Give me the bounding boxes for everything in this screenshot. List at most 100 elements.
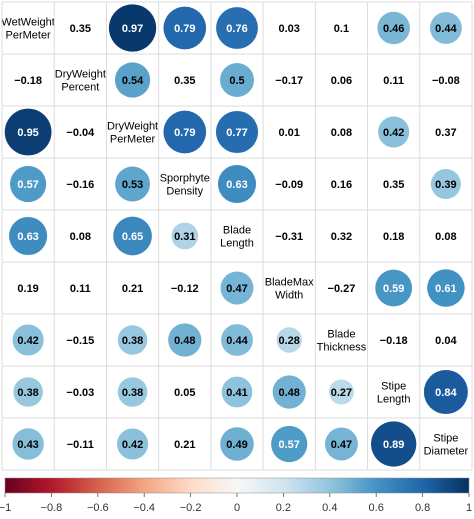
correlation-value: 0.46 <box>383 23 404 35</box>
correlation-circle <box>220 63 254 97</box>
correlation-cell: 0.5 <box>220 63 254 97</box>
correlation-cell: 0.21 <box>174 439 195 451</box>
correlation-cell: 0.42 <box>378 116 410 148</box>
correlation-circle <box>114 62 151 98</box>
correlation-value: 0.42 <box>383 127 404 139</box>
correlation-value: 0.08 <box>70 231 91 243</box>
correlation-cell: 0.79 <box>163 110 207 154</box>
correlation-value: 0.37 <box>435 127 456 139</box>
colorbar-gradient <box>4 477 470 494</box>
variable-label-line: Length <box>377 394 411 406</box>
correlation-cell: 0.79 <box>163 6 207 50</box>
correlation-cell: 0.76 <box>216 7 258 49</box>
correlation-value: 0.27 <box>331 387 352 399</box>
correlation-cell: 0.63 <box>9 216 48 256</box>
correlation-value: 0.48 <box>174 335 195 347</box>
correlation-circle <box>221 324 253 356</box>
variable-label-line: Sporphyte <box>160 173 210 185</box>
correlation-value: 0.35 <box>174 75 195 87</box>
correlation-value: 0.47 <box>226 283 247 295</box>
correlation-cell: 0.42 <box>12 324 44 356</box>
correlation-cell: 0.18 <box>383 231 404 243</box>
correlation-value: 0.76 <box>226 23 247 35</box>
correlation-circle <box>220 271 254 305</box>
correlation-cell: 0.37 <box>435 127 456 139</box>
correlation-value: 0.11 <box>383 75 404 87</box>
correlation-cell: 0.04 <box>435 335 457 347</box>
correlation-value: 0.54 <box>122 75 144 87</box>
correlation-cell: 0.35 <box>70 23 91 35</box>
colorbar-tick-label: 0.6 <box>369 502 384 514</box>
correlation-cell: 0.57 <box>9 165 47 203</box>
correlation-circle <box>117 377 148 407</box>
variable-label-line: Thickness <box>317 342 367 354</box>
colorbar-tick-label: 0.8 <box>415 502 430 514</box>
correlation-value: −0.31 <box>275 231 303 243</box>
correlation-value: −0.17 <box>275 75 303 87</box>
correlation-circle <box>113 216 152 256</box>
colorbar-tick-label: −0.4 <box>133 502 155 514</box>
correlation-cell: 0.95 <box>4 108 52 156</box>
correlation-cell: 0.44 <box>221 324 253 356</box>
correlation-cell: 0.08 <box>70 231 91 243</box>
correlation-circle <box>271 425 308 463</box>
correlation-cell: −0.17 <box>275 75 303 87</box>
correlation-value: 0.44 <box>226 335 248 347</box>
correlation-value: 0.16 <box>331 179 352 191</box>
correlation-value: 0.5 <box>229 75 244 87</box>
correlation-cell: 0.38 <box>13 377 43 407</box>
correlation-cell: 0.08 <box>435 231 456 243</box>
correlation-circle <box>215 110 259 154</box>
correlation-value: 0.53 <box>122 179 143 191</box>
correlation-cell: 0.39 <box>430 169 461 199</box>
correlation-value: 0.04 <box>435 335 457 347</box>
correlation-cell: −0.18 <box>380 335 408 347</box>
correlation-value: 0.97 <box>122 23 143 35</box>
correlation-cell: −0.12 <box>171 283 199 295</box>
correlation-value: −0.18 <box>14 75 42 87</box>
variable-label-line: Stipe <box>381 381 406 393</box>
correlation-value: 0.05 <box>174 387 195 399</box>
correlation-value: 0.08 <box>331 127 352 139</box>
correlation-value: −0.12 <box>171 283 199 295</box>
correlation-cell: 0.06 <box>331 75 352 87</box>
correlation-value: −0.15 <box>66 335 94 347</box>
correlation-cell: 0.53 <box>115 166 151 202</box>
correlation-value: 0.63 <box>17 231 38 243</box>
correlation-value: −0.27 <box>328 283 356 295</box>
correlation-circle <box>328 379 354 405</box>
correlation-value: 0.77 <box>226 127 247 139</box>
correlation-cell: 0.11 <box>70 283 91 295</box>
correlation-value: 0.42 <box>122 439 143 451</box>
colorbar-tick-label: 0 <box>234 502 240 514</box>
correlation-value: 0.38 <box>122 387 143 399</box>
variable-label-line: Percent <box>61 82 99 94</box>
correlation-value: 0.21 <box>122 283 143 295</box>
correlation-cell: 0.32 <box>331 231 352 243</box>
correlation-value: 0.84 <box>435 387 457 399</box>
correlation-cell: 0.47 <box>324 427 358 461</box>
correlation-circle <box>430 169 461 199</box>
correlation-circle <box>375 269 413 307</box>
correlation-cell: 0.43 <box>12 428 44 460</box>
correlation-cell: −0.18 <box>14 75 42 87</box>
colorbar-tick-label: −0.8 <box>41 502 63 514</box>
correlation-cell: −0.04 <box>66 127 95 139</box>
variable-label-line: BladeMax <box>265 277 314 289</box>
correlation-value: 0.11 <box>70 283 91 295</box>
correlation-value: 0.35 <box>70 23 91 35</box>
colorbar-tick-label: 0.2 <box>276 502 291 514</box>
variable-label-line: DryWeight <box>55 69 106 81</box>
correlation-cell: 0.27 <box>328 379 354 405</box>
correlation-cell: 0.19 <box>17 283 38 295</box>
correlation-cell: 0.77 <box>215 110 259 154</box>
correlation-circle <box>163 6 207 50</box>
correlation-cell: −0.15 <box>66 335 94 347</box>
correlation-value: 0.49 <box>226 439 247 451</box>
correlation-cell: 0.47 <box>220 271 254 305</box>
